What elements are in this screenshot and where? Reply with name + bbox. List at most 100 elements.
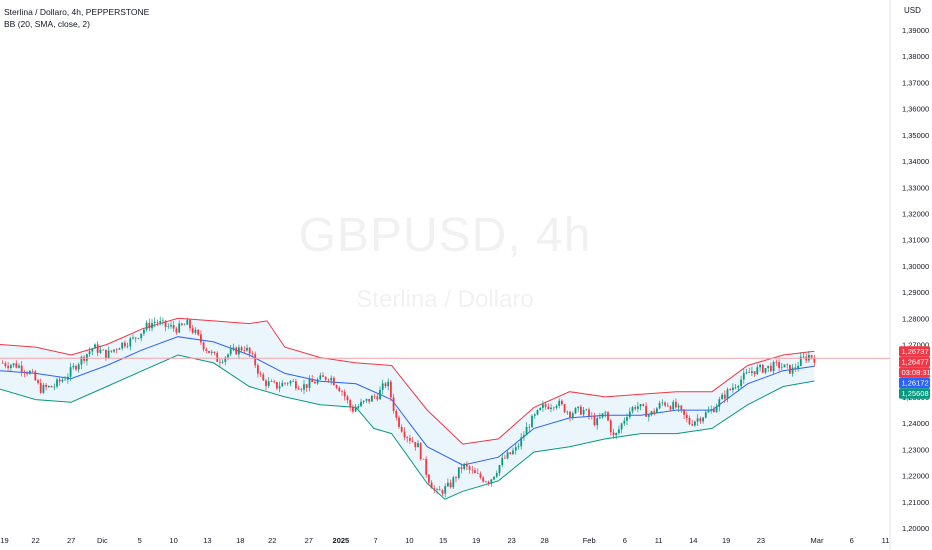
candle [213,351,216,355]
candle [786,363,789,369]
candle [251,350,254,356]
svg-text:03:08:31: 03:08:31 [902,368,931,377]
candle [533,413,536,419]
candle [558,398,561,409]
price-scale[interactable]: 1,200001,210001,220001,230001,240001,250… [902,26,929,533]
candle [729,388,732,391]
time-tick-label: 19 [722,536,730,545]
candle [669,405,672,411]
candle [99,345,102,354]
candle [561,399,563,406]
price-badge: 03:08:31 [899,367,931,378]
candle [314,379,316,384]
candle [75,364,77,372]
candle [449,479,452,489]
candle [156,319,159,326]
candle [72,363,75,370]
time-tick-label: 27 [67,536,75,545]
candle [134,337,137,343]
candle [191,324,194,335]
time-tick-label: Mar [811,536,824,545]
candle [675,398,677,409]
candle [183,323,186,326]
candle [713,406,715,413]
candle [368,398,371,404]
candle [118,347,121,350]
candle [295,379,297,391]
candle [341,389,343,396]
indicator-label[interactable]: BB (20, SMA, close, 2) [4,19,90,29]
candle [164,320,167,332]
candle [4,361,7,369]
candle [115,348,118,354]
candle [468,465,471,474]
candle [813,354,816,367]
candle [162,317,164,325]
candle [143,327,145,337]
candle [504,454,506,459]
symbol-title[interactable]: Sterlina / Dollaro, 4h, PEPPERSTONE [4,7,150,17]
candle [365,398,368,403]
candle [210,349,213,356]
candle [471,465,474,474]
candle [362,400,365,404]
candle [588,407,590,420]
candle [129,336,132,351]
price-tick-label: 1,39000 [902,26,929,35]
candle [685,411,688,423]
candle [319,372,322,381]
price-tick-label: 1,21000 [902,498,929,507]
candle [514,443,517,455]
candle [330,375,333,385]
candle [151,318,153,332]
candle [601,413,604,419]
time-scale[interactable]: 19 22 27 Dic 5 10 13 18 22 27 2025 7 10 15 19 23 28 Feb 6 1… [0,536,889,545]
candle [238,344,240,359]
time-tick-label: 11 [882,536,890,545]
candle [126,342,129,349]
candle [37,378,39,385]
candle [658,400,661,410]
candle [639,404,642,411]
currency-label: USD [904,6,921,15]
candle [797,362,799,372]
candle [31,368,34,373]
candle [550,403,552,413]
candle [696,414,699,426]
candle [227,353,229,361]
candle [387,378,390,391]
candle [620,422,623,434]
candle [631,405,634,414]
candle [590,412,593,420]
candle [628,407,631,420]
time-tick-label: 10 [169,536,177,545]
candle [634,404,637,411]
candle [286,382,289,386]
candle [637,401,639,413]
candle [740,375,742,389]
candle [390,379,392,402]
svg-text:1,25608: 1,25608 [902,389,929,398]
candle [235,346,238,355]
candle [778,359,780,373]
candle [145,320,148,332]
candle [539,407,542,411]
candle [392,393,395,414]
candle [498,464,501,476]
candle [650,410,653,417]
price-badge: 1,25608 [899,388,930,399]
price-tick-label: 1,29000 [902,288,929,297]
candle [229,344,232,357]
candle [780,362,783,371]
candle [381,379,384,395]
candle [566,410,569,415]
price-tick-label: 1,37000 [902,78,929,87]
candle [596,415,599,430]
candle [186,317,189,325]
candle [656,407,658,413]
candle [490,478,493,487]
candle [343,389,346,401]
candle [707,406,710,413]
